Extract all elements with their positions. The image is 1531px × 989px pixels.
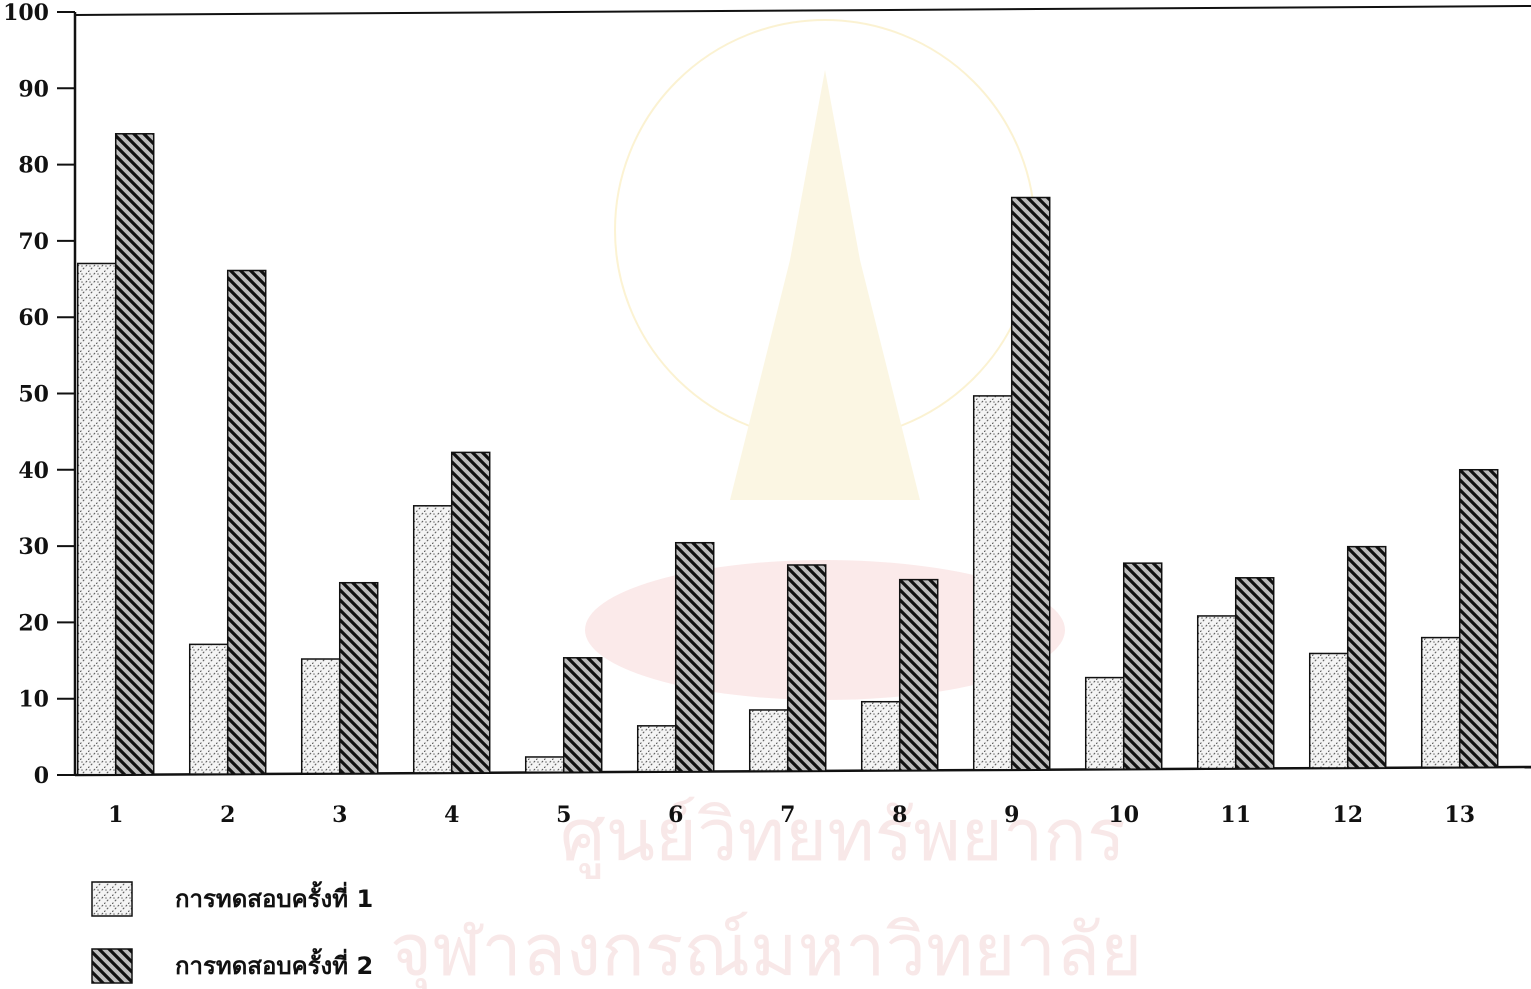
bar-series-1-cat-12 [1308, 652, 1349, 769]
y-tick-label: 40 [18, 458, 49, 484]
bar-series-1-cat-13 [1420, 636, 1461, 769]
bar-series-1-cat-11 [1196, 615, 1237, 770]
y-tick-label: 50 [18, 382, 49, 408]
bar-series-2-cat-9 [1010, 196, 1051, 771]
bar-series-2-cat-4 [450, 451, 491, 774]
bar-series-2-cat-13 [1458, 468, 1499, 769]
x-tick-label: 9 [1004, 802, 1019, 828]
bar-series-1-cat-8 [860, 700, 901, 772]
bar-series-1-cat-4 [412, 505, 453, 774]
bar-series-1-cat-10 [1084, 676, 1125, 770]
bar-series-1-cat-1 [76, 262, 117, 776]
bar-series-2-cat-12 [1346, 545, 1387, 769]
bars [76, 133, 1499, 776]
bar-series-2-cat-11 [1234, 577, 1275, 770]
bar-series-1-cat-2 [188, 643, 229, 775]
y-tick-label: 0 [34, 763, 49, 789]
x-tick-label: 1 [108, 802, 123, 828]
x-tick-label: 8 [892, 802, 907, 828]
legend-label-series-2: การทดสอบครั้งที่ 2 [175, 947, 373, 980]
bar-series-2-cat-10 [1122, 562, 1163, 770]
x-tick-labels: 1 2 3 4 5 6 7 8 9 10 11 12 13 [108, 802, 1475, 828]
y-tick-label: 10 [18, 687, 49, 713]
y-tick-label: 90 [18, 76, 49, 102]
watermark-line1: ศูนย์วิทยทรัพยากร [560, 793, 1126, 879]
x-tick-label: 5 [556, 802, 571, 828]
x-tick-label: 2 [220, 802, 235, 828]
y-tick-label: 60 [18, 305, 49, 331]
bar-series-2-cat-1 [114, 133, 155, 776]
legend-item-series-2: การทดสอบครั้งที่ 2 [91, 947, 373, 984]
legend-swatch-series-2 [91, 948, 133, 984]
legend-swatch-series-1 [91, 881, 133, 917]
top-frame-line [74, 5, 1531, 16]
bar-series-2-cat-5 [562, 657, 603, 773]
y-tick-label: 20 [18, 610, 49, 636]
x-tick-label: 11 [1220, 802, 1251, 828]
watermark-line2: จุฬาลงกรณ์มหาวิทยาลัย [390, 908, 1142, 989]
bar-series-2-cat-8 [898, 578, 939, 772]
y-tick-label: 70 [18, 229, 49, 255]
x-tick-label: 10 [1108, 802, 1139, 828]
x-tick-label: 6 [668, 802, 683, 828]
legend-label-series-1: การทดสอบครั้งที่ 1 [175, 880, 373, 913]
x-tick-label: 7 [780, 802, 795, 828]
x-tick-label: 3 [332, 802, 347, 828]
x-tick-label: 4 [444, 802, 459, 828]
legend-item-series-1: การทดสอบครั้งที่ 1 [91, 880, 373, 917]
bar-series-1-cat-3 [300, 658, 341, 775]
x-tick-label: 12 [1332, 802, 1363, 828]
y-tick-labels: 0 10 20 30 40 50 60 70 80 90 100 [3, 0, 75, 789]
bar-series-2-cat-6 [674, 541, 715, 773]
bar-series-2-cat-7 [786, 564, 827, 772]
y-tick-label: 30 [18, 534, 49, 560]
legend: การทดสอบครั้งที่ 1 การทดสอบครั้งที่ 2 [91, 880, 373, 984]
bar-series-1-cat-6 [636, 725, 677, 773]
bar-series-1-cat-7 [748, 709, 789, 772]
y-tick-label: 80 [18, 153, 49, 179]
x-tick-label: 13 [1444, 802, 1475, 828]
bar-series-2-cat-2 [226, 269, 267, 775]
y-tick-label: 100 [3, 0, 49, 26]
bar-series-1-cat-5 [524, 756, 565, 773]
bar-series-1-cat-9 [972, 395, 1013, 771]
bar-series-2-cat-3 [338, 581, 379, 775]
